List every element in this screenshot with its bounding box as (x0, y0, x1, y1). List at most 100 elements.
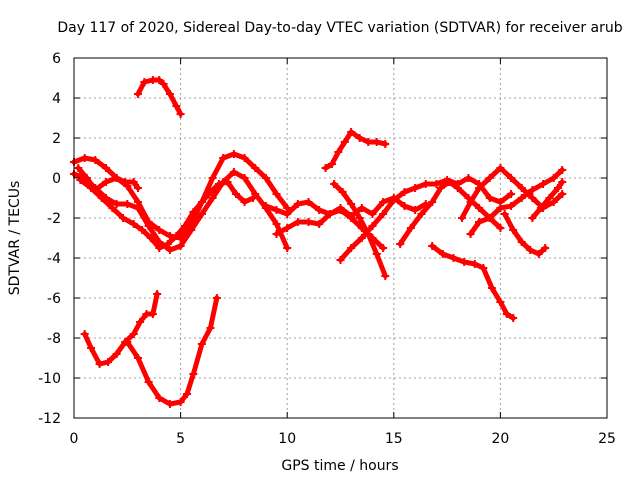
data-point (101, 164, 110, 172)
data-point (327, 160, 336, 168)
data-point (470, 260, 479, 268)
data-point (136, 318, 145, 326)
data-point (453, 184, 462, 192)
data-point (411, 184, 420, 192)
data-point (155, 76, 164, 84)
data-point (517, 184, 526, 192)
y-axis-label: SDTVAR / TECUs (7, 181, 23, 296)
data-point (438, 250, 447, 258)
data-series-arc-17 (502, 211, 548, 257)
data-point (421, 180, 430, 188)
data-point (91, 186, 100, 194)
data-point (406, 224, 415, 232)
data-point (507, 202, 516, 210)
data-point (146, 234, 155, 242)
data-point (165, 90, 174, 98)
data-point (372, 138, 381, 146)
data-point (485, 174, 494, 182)
data-point (357, 204, 366, 212)
data-point (338, 188, 347, 196)
data-point (272, 206, 281, 214)
data-point (558, 190, 567, 198)
data-point (101, 178, 110, 186)
data-point (80, 330, 89, 338)
data-point (417, 210, 426, 218)
data-point (479, 264, 488, 272)
data-point (219, 154, 228, 162)
x-tick-label: 20 (491, 431, 509, 447)
x-tick-label: 25 (598, 431, 616, 447)
data-point (229, 168, 238, 176)
y-tick-label: 4 (52, 91, 61, 107)
data-point (509, 226, 518, 234)
data-point (485, 194, 494, 202)
data-series-arc-6 (77, 177, 256, 251)
data-point (123, 200, 132, 208)
data-point (87, 344, 96, 352)
data-point (76, 176, 85, 184)
x-tick-label: 10 (278, 431, 296, 447)
data-point (272, 220, 281, 228)
data-point (80, 154, 89, 162)
data-point (558, 178, 567, 186)
data-point (232, 190, 241, 198)
data-point (400, 202, 409, 210)
data-point (172, 102, 181, 110)
data-point (261, 202, 270, 210)
data-point (74, 164, 83, 172)
data-point (381, 140, 390, 148)
data-point (528, 214, 537, 222)
data-point (379, 210, 388, 218)
data-point (208, 194, 217, 202)
data-point (475, 184, 484, 192)
y-tick-label: -6 (47, 291, 61, 307)
chart-title: Day 117 of 2020, Sidereal Day-to-day VTE… (57, 20, 622, 36)
y-tick-label: -12 (38, 411, 61, 427)
data-point (129, 178, 138, 186)
data-point (123, 338, 132, 346)
data-point (526, 246, 535, 254)
y-tick-label: 0 (52, 171, 61, 187)
data-point (197, 340, 206, 348)
data-point (475, 218, 484, 226)
data-point (180, 222, 189, 230)
data-point (212, 294, 221, 302)
data-point (261, 174, 270, 182)
data-series-arc-14 (429, 243, 516, 321)
data-point (487, 284, 496, 292)
data-point (325, 210, 334, 218)
data-point (502, 310, 511, 318)
data-point (372, 250, 381, 258)
data-point (197, 210, 206, 218)
data-point (315, 220, 324, 228)
data-point (357, 234, 366, 242)
data-point (187, 226, 196, 234)
data-point (112, 350, 121, 358)
data-point (148, 310, 157, 318)
data-point (507, 174, 516, 182)
data-point (507, 190, 516, 198)
data-point (466, 198, 475, 206)
data-point (223, 178, 232, 186)
data-point (428, 242, 437, 250)
data-point (553, 184, 562, 192)
data-point (121, 178, 130, 186)
data-point (229, 150, 238, 158)
series-layer (70, 76, 567, 408)
data-point (249, 194, 258, 202)
data-point (189, 208, 198, 216)
data-point (197, 198, 206, 206)
y-tick-label: -10 (38, 371, 61, 387)
data-series-arc-16 (468, 167, 565, 237)
data-point (466, 230, 475, 238)
data-point (95, 360, 104, 368)
data-point (445, 178, 454, 186)
data-point (558, 166, 567, 174)
data-point (534, 250, 543, 258)
data-point (82, 174, 91, 182)
data-point (464, 174, 473, 182)
data-point (368, 222, 377, 230)
data-point (163, 240, 172, 248)
x-tick-label: 5 (176, 431, 185, 447)
